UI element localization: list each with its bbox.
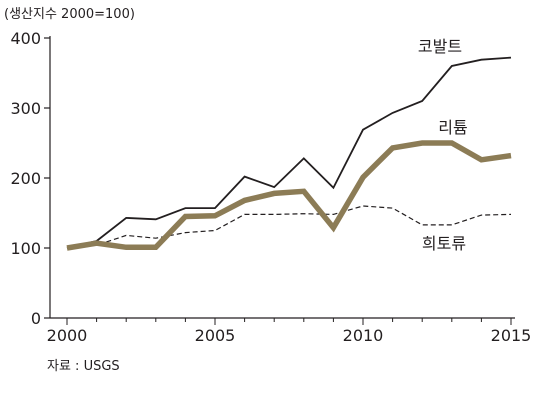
y-tick-label: 100: [10, 239, 41, 258]
chart-source-note: 자료 : USGS: [47, 359, 120, 374]
series-label: 희토류: [422, 234, 466, 253]
x-tick-label: 2000: [47, 326, 88, 345]
y-tick-label: 400: [10, 29, 41, 48]
x-tick-label: 2005: [195, 326, 236, 345]
series-label: 코발트: [418, 37, 462, 56]
chart-series: [66, 56, 512, 251]
x-tick-label: 2010: [343, 326, 384, 345]
series-line-solid-thick: [66, 140, 512, 251]
y-tick-label: 0: [31, 309, 41, 328]
chart-unit-label: (생산지수 2000=100): [4, 7, 135, 22]
series-line-dashed: [66, 205, 512, 249]
series-label: 리튬: [438, 118, 467, 137]
y-tick-label: 300: [10, 99, 41, 118]
x-tick-label: 2015: [491, 326, 532, 345]
chart-axes: 0 100 200 300 400 2000 2005 2010 2015: [10, 29, 531, 345]
y-tick-label: 200: [10, 169, 41, 188]
series-line-solid-thin: [66, 56, 512, 249]
